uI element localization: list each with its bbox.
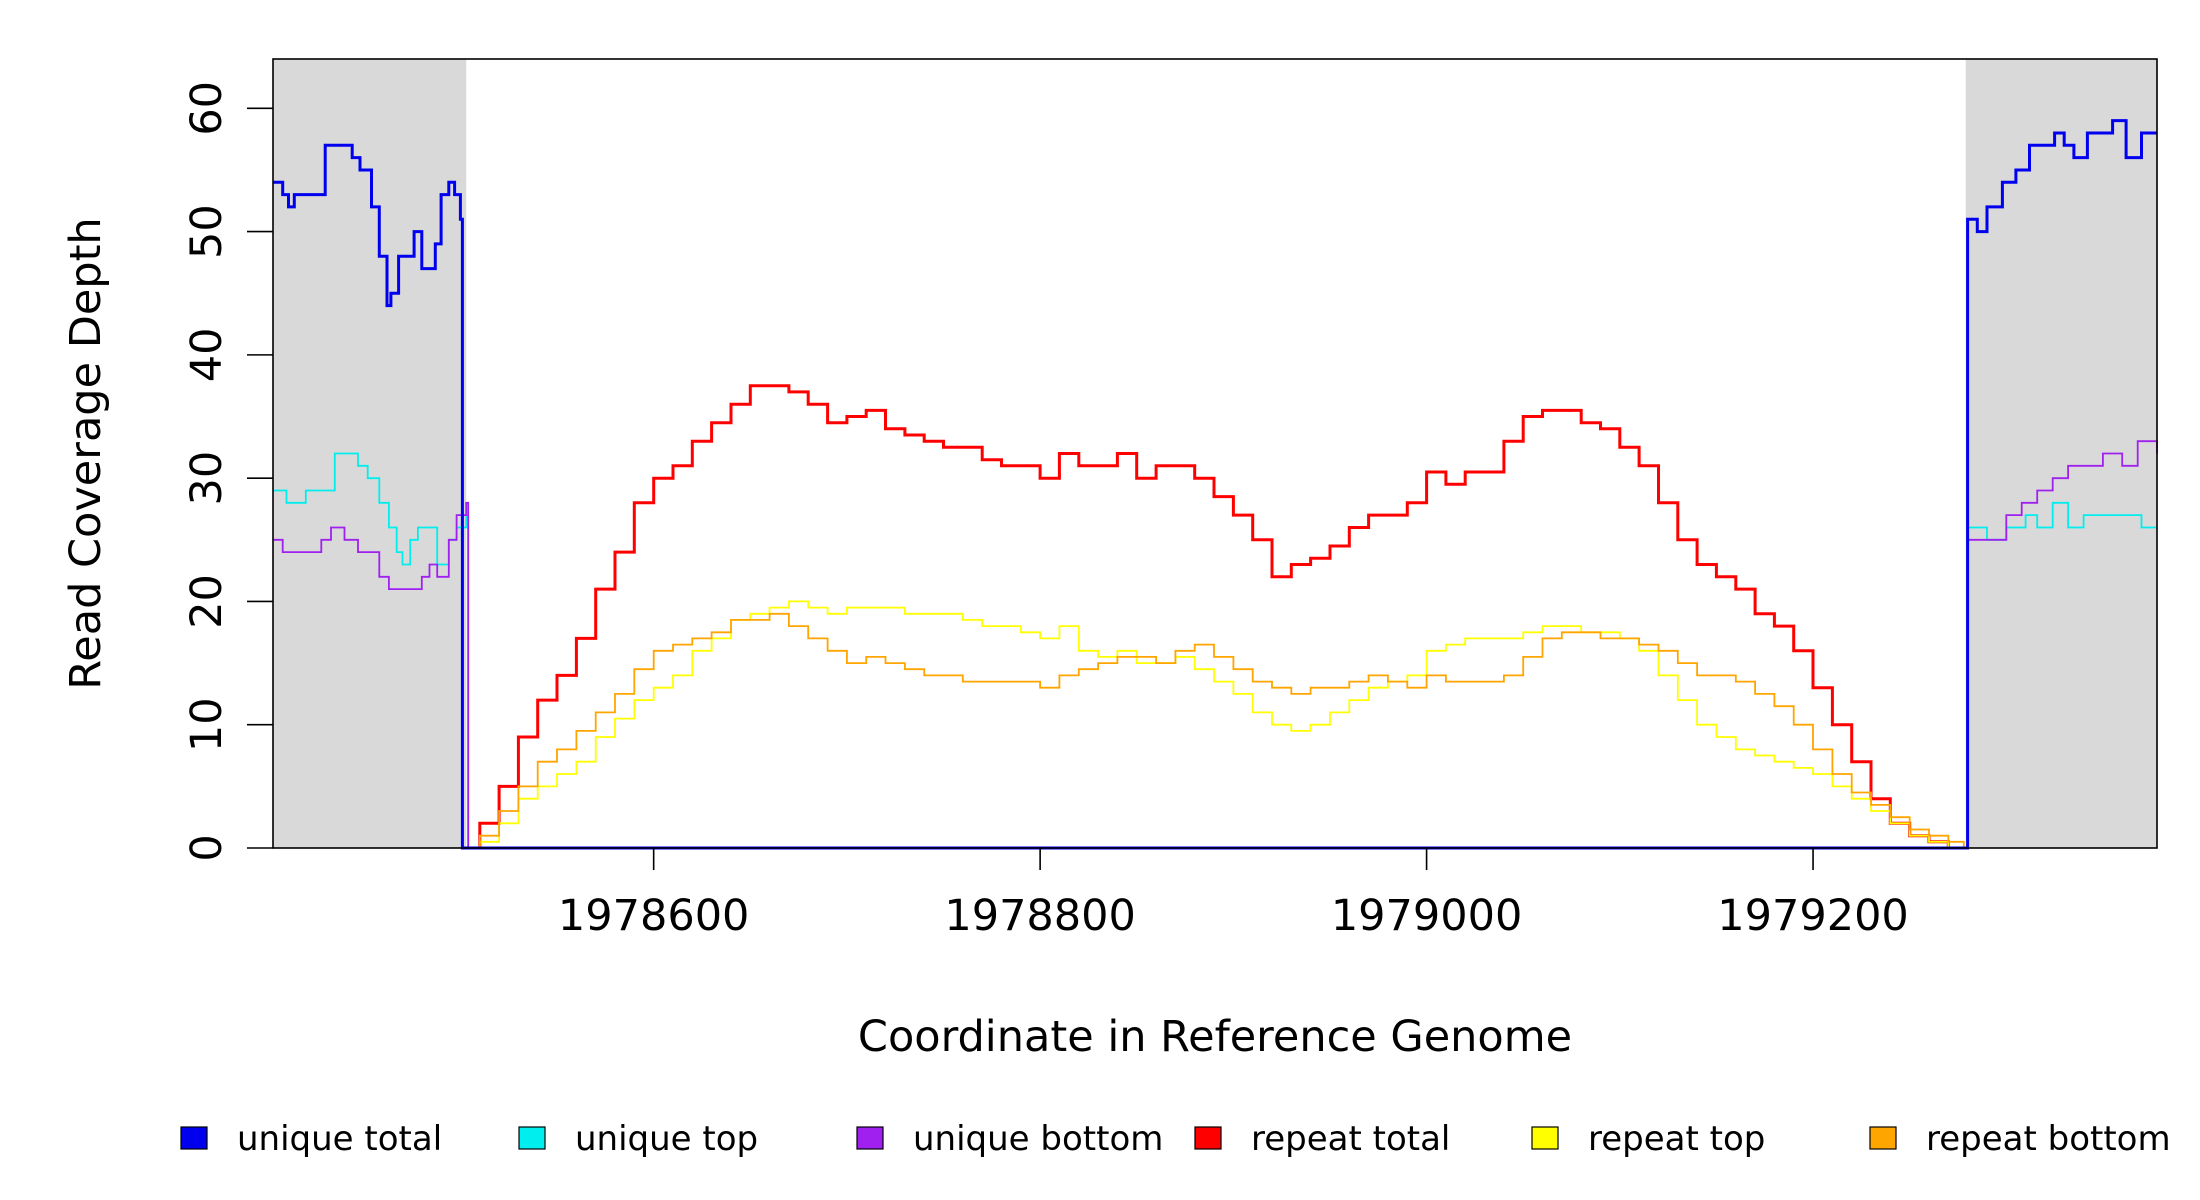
legend-label-repeat-total: repeat total bbox=[1251, 1119, 1450, 1159]
shaded-region-1 bbox=[273, 59, 467, 848]
legend-label-unique-total: unique total bbox=[237, 1119, 442, 1159]
plot-frame bbox=[272, 58, 2158, 849]
y-tick-label: 50 bbox=[182, 204, 232, 259]
legend-swatch-repeat-top bbox=[1531, 1126, 1559, 1150]
legend-swatch-repeat-bottom bbox=[1869, 1126, 1897, 1150]
series-unique-top bbox=[273, 452, 2157, 849]
series-unique-bottom bbox=[273, 440, 2158, 849]
series-unique-total bbox=[273, 119, 2157, 850]
y-tick-label: 20 bbox=[182, 574, 232, 629]
legend-label-repeat-bottom: repeat bottom bbox=[1926, 1119, 2171, 1159]
legend-label-unique-top: unique top bbox=[575, 1119, 758, 1159]
y-tick-label: 10 bbox=[182, 697, 232, 752]
legend-label-repeat-top: repeat top bbox=[1588, 1119, 1765, 1159]
legend-swatch-unique-top bbox=[518, 1126, 546, 1150]
legend-swatch-repeat-total bbox=[1194, 1126, 1222, 1150]
shaded-regions bbox=[273, 59, 2157, 848]
y-tick-label: 60 bbox=[182, 81, 232, 136]
series-repeat-top bbox=[466, 600, 1966, 849]
y-tick-label: 40 bbox=[182, 328, 232, 383]
x-tick-label: 1979200 bbox=[1717, 891, 1909, 941]
x-tick-label: 1978600 bbox=[558, 891, 750, 941]
series-repeat-bottom bbox=[466, 612, 1966, 849]
series-repeat-total bbox=[466, 384, 1966, 850]
axes: 1978600 1978800 1979000 1979200 0 10 20 30 40 50 6… bbox=[182, 81, 1909, 941]
x-tick-label: 1979000 bbox=[1331, 891, 1523, 941]
legend-label-unique-bottom: unique bottom bbox=[913, 1119, 1163, 1159]
legend-swatch-unique-bottom bbox=[856, 1126, 884, 1150]
x-tick-label: 1978800 bbox=[944, 891, 1136, 941]
y-axis-title: Read Coverage Depth bbox=[61, 217, 111, 689]
legend: unique total unique top unique bottom repea… bbox=[180, 1119, 2171, 1159]
legend-swatch-unique-total bbox=[180, 1126, 208, 1150]
series-lines bbox=[273, 119, 2158, 850]
shaded-region-2 bbox=[1965, 59, 2157, 848]
y-tick-label: 0 bbox=[182, 834, 232, 861]
y-tick-label: 30 bbox=[182, 451, 232, 506]
x-axis-title: Coordinate in Reference Genome bbox=[858, 1012, 1572, 1062]
